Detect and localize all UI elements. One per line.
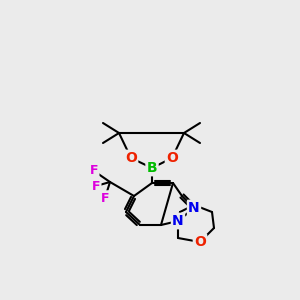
Text: N: N xyxy=(172,214,184,228)
Text: B: B xyxy=(147,161,157,175)
Text: O: O xyxy=(166,151,178,165)
Text: F: F xyxy=(92,179,100,193)
Text: O: O xyxy=(194,235,206,249)
Text: O: O xyxy=(125,151,137,165)
Text: N: N xyxy=(188,201,200,215)
Text: F: F xyxy=(90,164,98,178)
Text: F: F xyxy=(101,191,109,205)
